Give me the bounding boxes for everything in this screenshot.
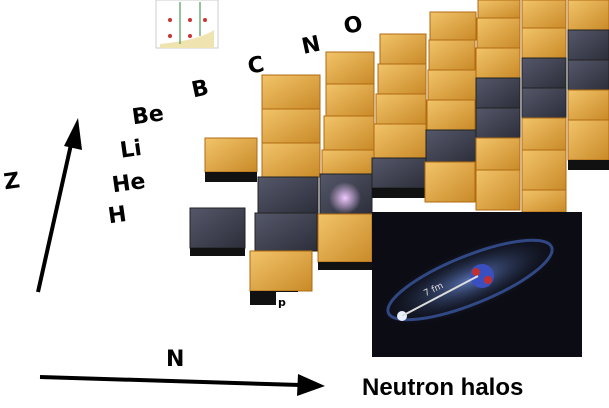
element-label: N	[300, 32, 323, 60]
row-label: He	[111, 169, 147, 198]
element-label: O	[342, 11, 365, 39]
row-label: Be	[131, 101, 166, 130]
caption: Neutron halos	[362, 374, 523, 401]
element-label: C	[246, 52, 267, 80]
element-label: B	[189, 75, 211, 103]
icon	[156, 0, 218, 48]
row-label: H	[106, 202, 128, 229]
corner-label: p	[278, 296, 286, 309]
axis-label: N	[166, 347, 184, 372]
inset-image: 7 fm	[371, 212, 582, 357]
row-label: Li	[119, 136, 144, 164]
illustration: B C N O Be Li He H Z N p 7 fm Neutron ha…	[0, 0, 609, 408]
axis-label: Z	[2, 168, 21, 195]
